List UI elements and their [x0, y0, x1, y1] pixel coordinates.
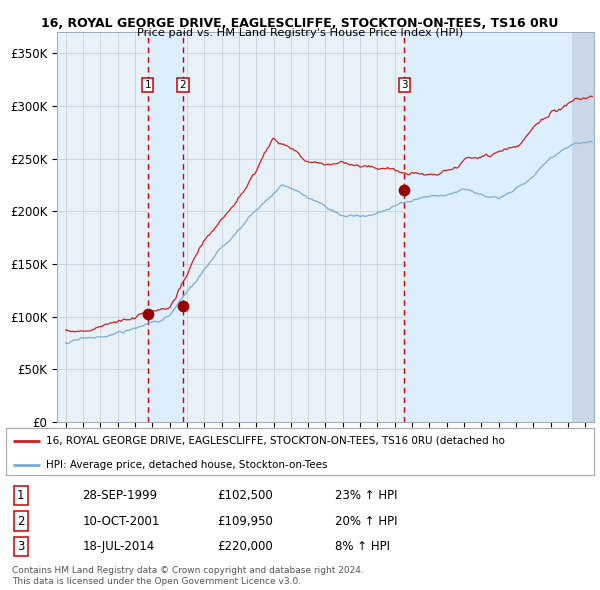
Text: 8% ↑ HPI: 8% ↑ HPI	[335, 540, 390, 553]
Text: 2: 2	[179, 80, 186, 90]
Text: 18-JUL-2014: 18-JUL-2014	[82, 540, 155, 553]
Text: 16, ROYAL GEORGE DRIVE, EAGLESCLIFFE, STOCKTON-ON-TEES, TS16 0RU (detached ho: 16, ROYAL GEORGE DRIVE, EAGLESCLIFFE, ST…	[46, 436, 505, 446]
Text: 10-OCT-2001: 10-OCT-2001	[82, 514, 160, 527]
Text: 16, ROYAL GEORGE DRIVE, EAGLESCLIFFE, STOCKTON-ON-TEES, TS16 0RU: 16, ROYAL GEORGE DRIVE, EAGLESCLIFFE, ST…	[41, 17, 559, 30]
Bar	[148, 32, 183, 422]
Text: £109,950: £109,950	[218, 514, 274, 527]
Bar	[404, 32, 594, 422]
Text: Contains HM Land Registry data © Crown copyright and database right 2024.: Contains HM Land Registry data © Crown c…	[12, 566, 364, 575]
Text: 1: 1	[17, 489, 25, 502]
Text: 1: 1	[145, 80, 151, 90]
Bar	[572, 32, 594, 422]
Text: £220,000: £220,000	[218, 540, 274, 553]
Point	[400, 186, 409, 195]
Text: 3: 3	[401, 80, 407, 90]
Text: 3: 3	[17, 540, 25, 553]
Text: 20% ↑ HPI: 20% ↑ HPI	[335, 514, 398, 527]
Text: 23% ↑ HPI: 23% ↑ HPI	[335, 489, 398, 502]
Text: £102,500: £102,500	[218, 489, 274, 502]
Text: HPI: Average price, detached house, Stockton-on-Tees: HPI: Average price, detached house, Stoc…	[46, 460, 328, 470]
Point	[143, 309, 152, 319]
Text: 28-SEP-1999: 28-SEP-1999	[82, 489, 158, 502]
Text: 2: 2	[17, 514, 25, 527]
Point	[178, 301, 188, 311]
Text: This data is licensed under the Open Government Licence v3.0.: This data is licensed under the Open Gov…	[12, 577, 301, 586]
Text: Price paid vs. HM Land Registry's House Price Index (HPI): Price paid vs. HM Land Registry's House …	[137, 28, 463, 38]
